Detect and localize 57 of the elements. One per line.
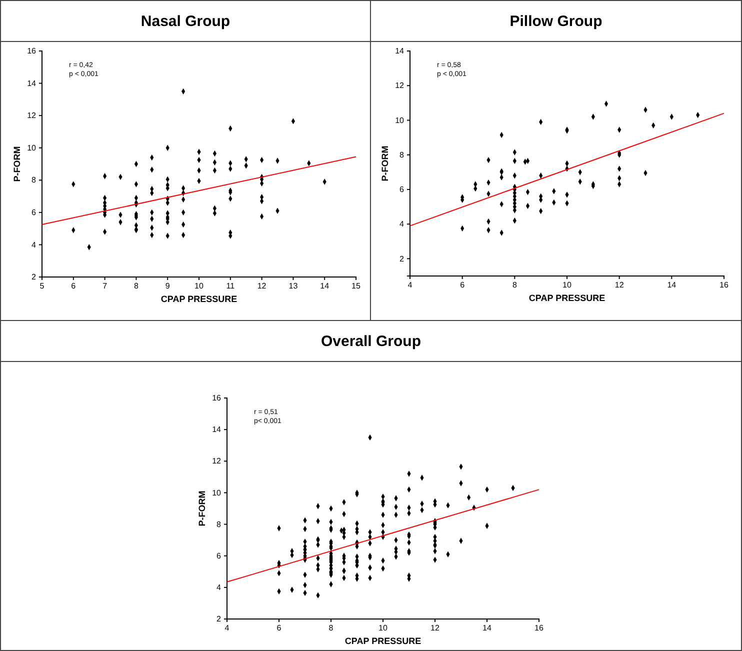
- x-axis-title: CPAP PRESSURE: [160, 294, 238, 304]
- y-axis-title: P-FORM: [12, 146, 22, 182]
- x-tick-label: 8: [328, 624, 334, 633]
- x-axis-title: CPAP PRESSURE: [344, 636, 422, 646]
- y-tick-label: 10: [27, 143, 37, 152]
- x-tick-label: 4: [408, 280, 413, 290]
- y-tick-label: 14: [212, 425, 222, 434]
- x-tick-label: 12: [430, 624, 440, 633]
- x-axis-title: CPAP PRESSURE: [528, 293, 606, 303]
- y-tick-label: 12: [212, 456, 222, 466]
- x-tick-label: 16: [720, 280, 729, 290]
- x-tick-label: 4: [224, 624, 230, 633]
- x-tick-label: 7: [102, 282, 108, 291]
- y-tick-label: 2: [32, 272, 37, 282]
- x-tick-label: 13: [288, 282, 298, 291]
- x-tick-label: 14: [667, 280, 677, 290]
- x-tick-label: 6: [71, 282, 76, 291]
- x-tick-label: 8: [134, 282, 139, 291]
- x-tick-label: 9: [165, 282, 170, 291]
- y-axis-title: P-FORM: [197, 490, 207, 526]
- x-tick-label: 8: [512, 280, 518, 290]
- y-tick-label: 4: [32, 240, 37, 250]
- x-tick-label: 6: [276, 624, 282, 633]
- y-tick-label: 14: [27, 78, 37, 88]
- y-tick-label: 10: [212, 488, 222, 498]
- x-tick-label: 12: [614, 280, 624, 290]
- y-tick-label: 6: [32, 208, 37, 217]
- chart-title: Pillow Group: [371, 1, 741, 42]
- y-tick-label: 16: [27, 46, 37, 56]
- y-tick-label: 4: [400, 220, 405, 229]
- y-tick-label: 8: [216, 520, 222, 529]
- x-tick-label: 16: [534, 624, 544, 633]
- x-tick-label: 10: [378, 624, 388, 633]
- y-tick-label: 6: [400, 185, 405, 194]
- y-tick-label: 2: [216, 614, 222, 624]
- y-tick-label: 4: [216, 582, 222, 592]
- x-tick-label: 12: [257, 282, 267, 291]
- chart-title: Overall Group: [1, 321, 741, 362]
- y-tick-label: 12: [395, 81, 405, 90]
- y-axis-title: P-FORM: [380, 146, 390, 182]
- y-tick-label: 6: [216, 551, 222, 560]
- y-tick-label: 16: [212, 394, 222, 403]
- x-tick-label: 14: [482, 624, 492, 633]
- chart-title: Nasal Group: [1, 1, 370, 42]
- x-tick-label: 14: [320, 282, 330, 291]
- y-tick-label: 12: [27, 111, 37, 120]
- x-tick-label: 10: [562, 280, 572, 290]
- y-tick-label: 8: [400, 150, 405, 160]
- y-tick-label: 8: [32, 176, 37, 185]
- y-tick-label: 10: [395, 116, 405, 125]
- y-tick-label: 14: [395, 46, 405, 56]
- x-tick-label: 6: [460, 280, 466, 290]
- x-tick-label: 15: [352, 282, 361, 291]
- x-tick-label: 5: [40, 282, 45, 291]
- x-tick-label: 10: [194, 282, 204, 291]
- y-tick-label: 2: [400, 254, 405, 264]
- x-tick-label: 11: [226, 282, 236, 291]
